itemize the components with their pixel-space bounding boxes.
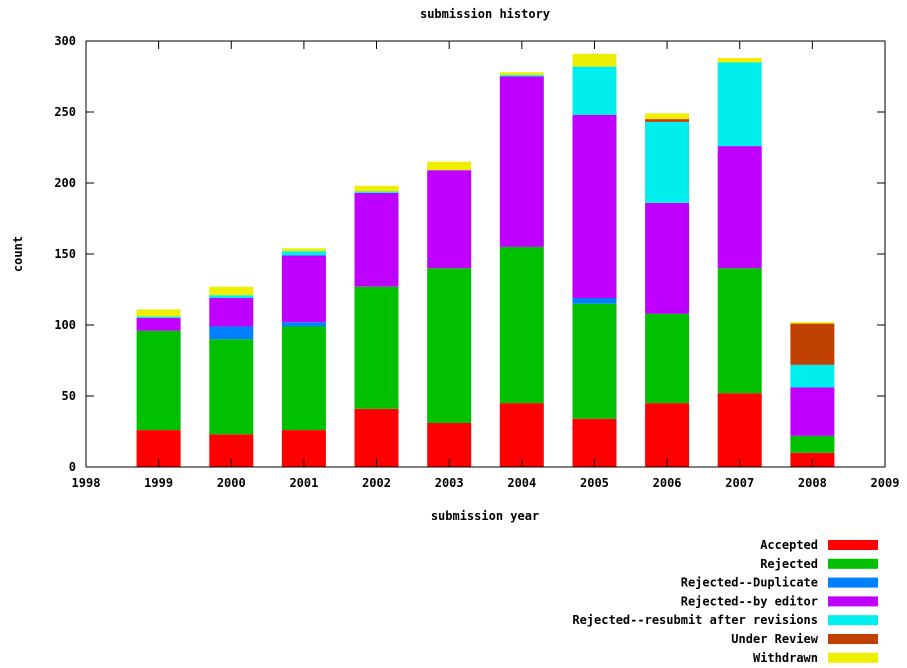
bar-2008-under-review <box>790 323 835 365</box>
bar-2000-rejected-by-editor <box>209 298 254 327</box>
y-axis-label: count <box>11 236 25 272</box>
bar-2004-rejected-resubmit-after-revisions <box>499 75 544 77</box>
x-axis-label: submission year <box>431 509 539 523</box>
bar-2006-under-review <box>645 119 690 122</box>
bar-2002-rejected-by-editor <box>354 192 399 287</box>
legend-label: Rejected <box>760 557 818 571</box>
bar-2005-withdrawn <box>572 53 617 67</box>
legend-label: Rejected--Duplicate <box>681 576 818 590</box>
bar-2003-withdrawn <box>427 161 472 171</box>
bar-2003-rejected <box>427 268 472 423</box>
legend-item-under-review: Under Review <box>731 632 878 646</box>
bar-2002-withdrawn <box>354 185 399 192</box>
bar-2004-rejected-by-editor <box>499 76 544 247</box>
bar-1999-rejected-by-editor <box>136 317 181 331</box>
legend: Accepted Rejected Rejected--Duplicate Rejec… <box>572 538 878 665</box>
legend-item-rejected-duplicate: Rejected--Duplicate <box>681 576 878 590</box>
legend-label: Accepted <box>760 538 818 552</box>
legend-label: Under Review <box>731 632 818 646</box>
bar-2008-rejected-by-editor <box>790 387 835 436</box>
legend-label: Rejected--by editor <box>681 594 818 608</box>
bar-2005-rejected-resubmit-after-revisions <box>572 66 617 115</box>
x-tick-label: 2004 <box>507 476 536 490</box>
y-tick-label: 200 <box>54 176 76 190</box>
bar-2000-rejected <box>209 339 254 435</box>
x-tick-label: 2002 <box>362 476 391 490</box>
bar-2007-rejected <box>717 268 762 394</box>
legend-item-withdrawn: Withdrawn <box>753 651 878 665</box>
legend-swatch <box>828 540 878 550</box>
bar-2008-rejected-resubmit-after-revisions <box>790 364 835 388</box>
bar-2002-accepted <box>354 408 399 467</box>
bar-2006-accepted <box>645 403 690 467</box>
bar-1999-rejected <box>136 330 181 431</box>
x-tick-label: 2006 <box>653 476 682 490</box>
bar-2008-rejected <box>790 435 835 453</box>
x-tick-label: 2009 <box>871 476 900 490</box>
bar-2007-withdrawn <box>717 58 762 63</box>
legend-swatch <box>828 558 878 569</box>
legend-swatch <box>828 634 878 644</box>
legend-swatch <box>828 596 878 607</box>
bar-2007-rejected-resubmit-after-revisions <box>717 62 762 147</box>
legend-swatch <box>828 652 878 663</box>
y-tick-label: 50 <box>62 389 76 403</box>
x-tick-label: 1998 <box>72 476 101 490</box>
bar-2004-rejected <box>499 246 544 404</box>
bar-2001-withdrawn <box>281 248 326 252</box>
bar-1999-withdrawn <box>136 309 181 317</box>
bar-2006-rejected-resubmit-after-revisions <box>645 121 690 203</box>
legend-label: Rejected--resubmit after revisions <box>572 613 818 627</box>
bar-2001-rejected-duplicate <box>281 322 326 327</box>
bar-2006-rejected <box>645 313 690 404</box>
bar-2002-rejected-resubmit-after-revisions <box>354 191 399 193</box>
legend-item-rejected-by-editor: Rejected--by editor <box>681 594 878 608</box>
bar-2003-rejected-by-editor <box>427 170 472 269</box>
y-tick-label: 300 <box>54 34 76 48</box>
bar-2005-accepted <box>572 418 617 467</box>
y-tick-label: 100 <box>54 318 76 332</box>
x-tick-label: 2003 <box>435 476 464 490</box>
bar-2000-rejected-resubmit-after-revisions <box>209 295 254 298</box>
y-tick-label: 150 <box>54 247 76 261</box>
plot-frame <box>85 40 886 468</box>
legend-swatch <box>828 577 878 588</box>
x-tick-label: 2000 <box>217 476 246 490</box>
x-tick-label: 2001 <box>289 476 318 490</box>
x-tick-label: 2008 <box>798 476 827 490</box>
bar-2005-rejected <box>572 303 617 419</box>
bar-2006-withdrawn <box>645 113 690 120</box>
x-tick-label: 1999 <box>144 476 173 490</box>
ticks-layer: 0 50 100 150 200 250 300 1998 1999 2000 2001 2002 20… <box>54 34 899 490</box>
bar-2005-rejected-by-editor <box>572 114 617 298</box>
bar-2000-withdrawn <box>209 286 254 296</box>
bar-2001-rejected <box>281 326 326 431</box>
legend-label: Withdrawn <box>753 651 818 665</box>
bar-2002-rejected <box>354 286 399 409</box>
y-tick-label: 250 <box>54 105 76 119</box>
bar-2004-withdrawn <box>499 72 544 75</box>
bar-2001-rejected-by-editor <box>281 255 326 323</box>
x-tick-label: 2005 <box>580 476 609 490</box>
bar-2007-accepted <box>717 393 762 467</box>
bar-2008-withdrawn <box>790 322 835 324</box>
x-tick-label: 2007 <box>725 476 754 490</box>
bars-layer <box>136 53 835 467</box>
legend-item-rejected: Rejected <box>760 557 878 571</box>
bar-2000-rejected-duplicate <box>209 326 254 340</box>
bar-1999-rejected-resubmit-after-revisions <box>136 316 181 318</box>
bar-2004-accepted <box>499 403 544 467</box>
y-tick-label: 0 <box>69 460 76 474</box>
bar-2007-rejected-by-editor <box>717 146 762 269</box>
legend-swatch <box>828 615 878 626</box>
legend-item-rejected-resubmit-after-revisions: Rejected--resubmit after revisions <box>572 613 878 627</box>
chart-title: submission history <box>420 7 550 21</box>
bar-2005-rejected-duplicate <box>572 298 617 304</box>
legend-item-accepted: Accepted <box>760 538 878 552</box>
bar-2006-rejected-by-editor <box>645 202 690 314</box>
bar-2001-rejected-resubmit-after-revisions <box>281 251 326 256</box>
